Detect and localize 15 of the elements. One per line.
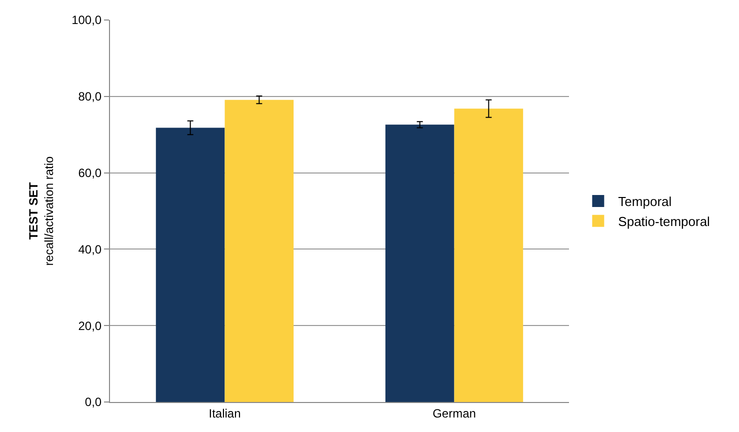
bar: [156, 128, 225, 402]
y-tick-label: 20,0: [78, 318, 102, 333]
y-tick-label: 60,0: [78, 166, 102, 180]
x-tick-label: Italian: [208, 406, 241, 420]
bar: [224, 100, 294, 402]
y-tick-label: 0,0: [84, 395, 102, 410]
y-tick-label: 80,0: [78, 90, 102, 104]
bar: [385, 124, 454, 402]
y-tick-label: 100,0: [72, 13, 102, 28]
y-axis-title: TEST SET recall/activation ratio: [26, 156, 56, 266]
bar: [454, 108, 524, 402]
legend-label: Temporal: [618, 194, 672, 210]
legend-label: Spatio-temporal: [618, 214, 710, 229]
x-tick-label: German: [432, 406, 476, 420]
y-tick-label: 40,0: [78, 242, 102, 256]
